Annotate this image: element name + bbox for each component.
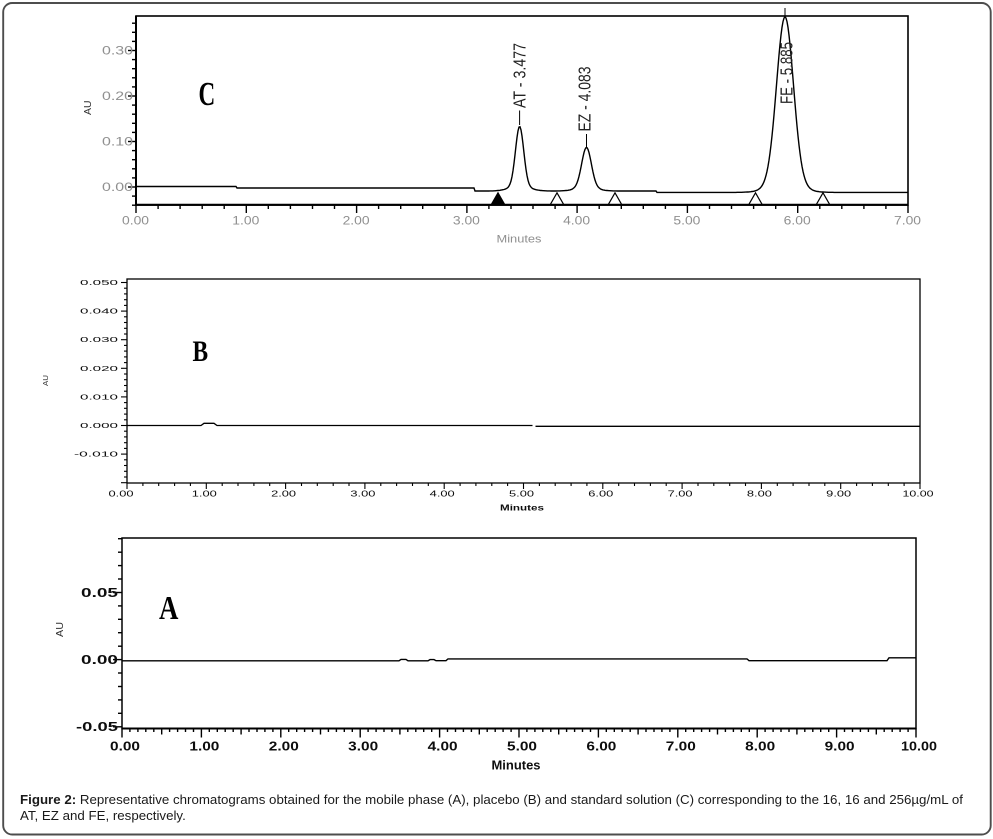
svg-text:0.10: 0.10 [102,137,133,149]
svg-text:9.00: 9.00 [826,490,852,499]
svg-text:AT - 3.477: AT - 3.477 [511,43,530,108]
svg-text:6.00: 6.00 [588,490,614,499]
svg-text:1.00: 1.00 [189,740,219,754]
svg-text:0.00: 0.00 [122,216,149,228]
svg-text:1.00: 1.00 [192,490,218,499]
svg-text:2.00: 2.00 [269,740,299,754]
svg-text:-0.010: -0.010 [74,452,118,459]
svg-text:6.00: 6.00 [586,740,616,754]
svg-text:A: A [159,589,178,627]
svg-text:0.000: 0.000 [80,423,118,430]
svg-text:5.00: 5.00 [509,490,535,499]
svg-text:Minutes: Minutes [500,503,544,513]
svg-text:2.00: 2.00 [271,490,297,499]
svg-text:6.00: 6.00 [784,216,811,228]
svg-text:FE - 5.885: FE - 5.885 [778,42,797,104]
svg-text:0.010: 0.010 [80,394,118,401]
svg-text:10.00: 10.00 [903,490,935,499]
svg-text:Minutes: Minutes [497,234,543,246]
svg-text:B: B [193,334,209,367]
svg-text:3.00: 3.00 [350,490,376,499]
svg-text:0.00: 0.00 [81,653,118,667]
svg-text:0.040: 0.040 [80,309,118,316]
svg-text:0.20: 0.20 [102,91,133,103]
svg-text:AU: AU [54,622,66,637]
svg-text:7.00: 7.00 [666,740,696,754]
svg-text:5.00: 5.00 [673,216,700,228]
svg-text:4.00: 4.00 [430,490,456,499]
svg-text:10.00: 10.00 [901,740,937,754]
svg-text:7.00: 7.00 [894,216,921,228]
svg-text:5.00: 5.00 [507,740,537,754]
svg-text:3.00: 3.00 [348,740,378,754]
svg-text:0.020: 0.020 [80,366,118,373]
svg-text:3.00: 3.00 [453,216,480,228]
svg-text:8.00: 8.00 [747,490,773,499]
svg-text:9.00: 9.00 [825,740,855,754]
svg-text:7.00: 7.00 [668,490,694,499]
svg-text:EZ - 4.083: EZ - 4.083 [576,67,595,132]
svg-text:-0.05: -0.05 [76,720,118,734]
svg-text:AU: AU [82,101,94,116]
svg-text:1.00: 1.00 [232,216,259,228]
svg-text:4.00: 4.00 [563,216,590,228]
svg-text:2.00: 2.00 [343,216,370,228]
svg-text:0.050: 0.050 [80,280,118,287]
svg-text:0.00: 0.00 [110,740,140,754]
svg-text:Minutes: Minutes [492,759,541,773]
svg-text:0.00: 0.00 [109,490,135,499]
svg-text:AU: AU [43,375,50,386]
svg-text:0.05: 0.05 [81,586,118,600]
svg-text:0.00: 0.00 [102,182,133,194]
svg-text:8.00: 8.00 [745,740,775,754]
svg-text:4.00: 4.00 [428,740,458,754]
svg-text:0.30: 0.30 [102,46,133,58]
svg-text:C: C [199,76,216,113]
svg-text:0.030: 0.030 [80,337,118,344]
